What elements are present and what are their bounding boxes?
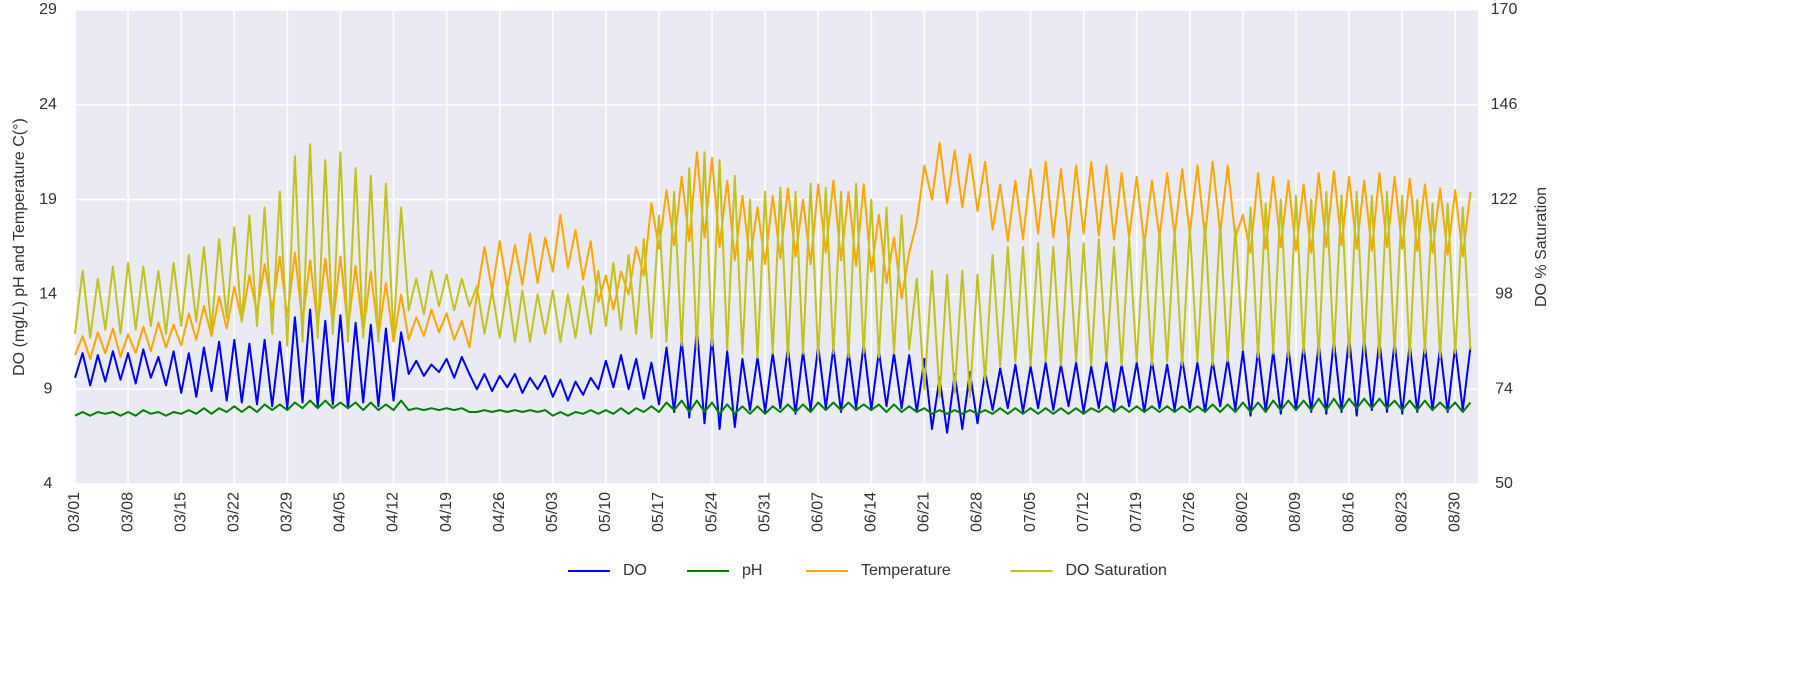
x-tick-label: 06/21 [916,492,933,532]
y-tick-label: 29 [39,1,57,18]
x-tick-label: 08/09 [1287,492,1304,532]
x-tick-label: 04/19 [438,492,455,532]
y2-tick-label: 98 [1495,286,1513,303]
x-tick-label: 03/22 [225,492,242,532]
y-tick-label: 4 [44,475,53,492]
x-tick-label: 05/17 [650,492,667,532]
series-line [74,143,1472,399]
series-line [74,397,1472,417]
x-tick-label: 06/28 [969,492,986,532]
x-tick-label: 08/30 [1446,492,1463,532]
x-tick-label: 04/05 [332,492,349,532]
x-tick-label: 04/26 [491,492,508,532]
y-tick-label: 14 [39,286,57,303]
y2-tick-label: 170 [1491,1,1518,18]
x-tick-label: 08/02 [1234,492,1251,532]
y2-tick-label: 50 [1495,475,1513,492]
x-tick-label: 03/29 [279,492,296,532]
x-tick-label: 05/31 [756,492,773,532]
x-tick-label: 06/14 [863,492,880,532]
y2-tick-label: 122 [1491,191,1518,208]
x-tick-label: 03/08 [119,492,136,532]
y-tick-label: 24 [39,96,57,113]
x-tick-label: 05/24 [703,492,720,532]
x-tick-label: 05/10 [597,492,614,532]
legend-label: Temperature [861,562,951,579]
x-tick-label: 03/15 [172,492,189,532]
x-tick-label: 07/26 [1181,492,1198,532]
y2-axis-label: DO % Saturation [1533,187,1550,307]
legend-label: DO [623,562,647,579]
series-line [74,141,1472,360]
x-tick-label: 04/12 [385,492,402,532]
x-tick-label: 05/03 [544,492,561,532]
legend-label: DO Saturation [1066,562,1167,579]
x-tick-label: 03/01 [66,492,83,532]
legend-label: pH [742,562,762,579]
x-tick-label: 08/16 [1340,492,1357,532]
x-tick-label: 07/05 [1022,492,1039,532]
y-tick-label: 9 [44,380,53,397]
x-tick-label: 06/07 [809,492,826,532]
x-tick-label: 08/23 [1393,492,1410,532]
y2-tick-label: 74 [1495,380,1513,397]
y-tick-label: 19 [39,191,57,208]
y2-tick-label: 146 [1491,96,1518,113]
x-tick-label: 07/19 [1128,492,1145,532]
y-axis-label: DO (mg/L) pH and Temperature C(°) [11,118,28,376]
x-tick-label: 07/12 [1075,492,1092,532]
